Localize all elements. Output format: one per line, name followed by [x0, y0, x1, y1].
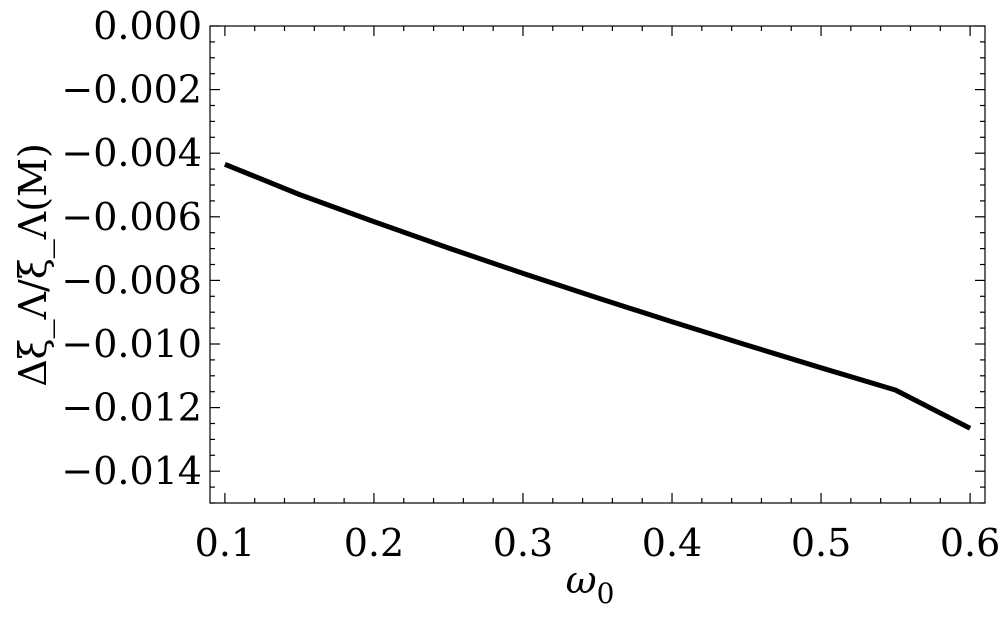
axis-ticks	[210, 25, 985, 504]
y-tick-labels: 0.000 −0.002 −0.004 −0.006 −0.008 −0.010 −0.01…	[61, 4, 202, 493]
x-tick-label: 0.1	[195, 521, 255, 565]
y-tick-label: −0.002	[61, 68, 202, 112]
x-axis-label: ω0	[566, 558, 615, 610]
x-tick-label: 0.5	[791, 521, 851, 565]
y-tick-label: −0.014	[61, 449, 202, 493]
x-tick-label: 0.2	[344, 521, 404, 565]
x-tick-label: 0.3	[493, 521, 553, 565]
x-tick-label: 0.4	[642, 521, 702, 565]
x-axis-label-subscript: 0	[597, 577, 615, 610]
series-line	[223, 161, 972, 431]
plot-frame	[209, 25, 986, 504]
y-tick-label: −0.012	[61, 386, 202, 430]
x-axis-label-symbol: ω	[566, 558, 597, 602]
y-tick-label: −0.010	[61, 322, 202, 366]
y-tick-label: 0.000	[93, 4, 202, 48]
y-tick-label: −0.006	[61, 195, 202, 239]
x-tick-labels: 0.1 0.2 0.3 0.4 0.5 0.6	[195, 521, 1000, 565]
y-tick-label: −0.008	[61, 258, 202, 302]
y-tick-label: −0.004	[61, 131, 202, 175]
y-axis-label: Δξ_Λ/ξ_Λ(M)	[11, 143, 56, 387]
x-tick-label: 0.6	[940, 521, 1000, 565]
